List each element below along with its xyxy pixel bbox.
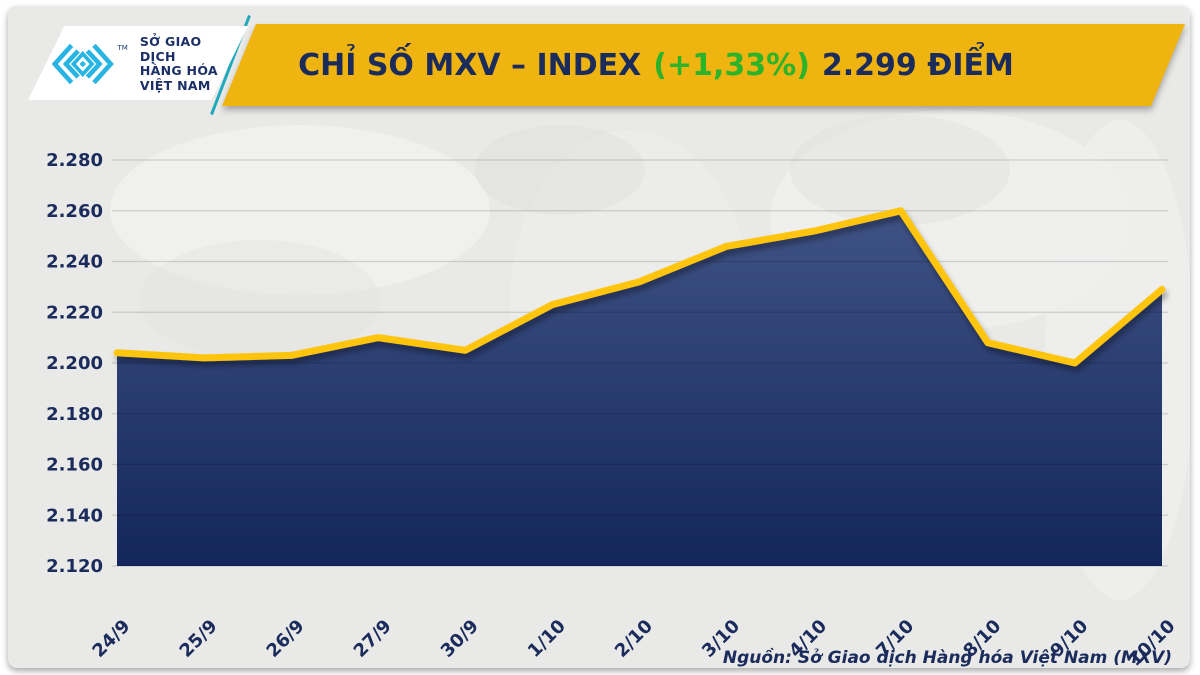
mxv-logo: TM SỞ GIAO DỊCH HÀNG HÓA VIỆT NAM xyxy=(52,34,238,93)
index-area-chart: 2.280 2.260 2.240 2.220 2.200 2.180 2.160 2.140… xyxy=(46,110,1190,668)
y-tick-label: 2.140 xyxy=(46,505,103,526)
x-tick-label: 1/10 xyxy=(524,616,570,662)
page-title: CHỈ SỐ MXV – INDEX (+1,33%) 2.299 ĐIỂM xyxy=(256,24,1056,106)
title-change-badge: (+1,33%) xyxy=(653,47,810,83)
x-tick-label: 24/9 xyxy=(88,616,134,662)
x-tick-label: 30/9 xyxy=(437,616,483,662)
world-map-watermark xyxy=(475,125,645,215)
title-main: CHỈ SỐ MXV – INDEX xyxy=(298,47,642,83)
y-tick-label: 2.240 xyxy=(46,252,103,273)
x-tick-label: 25/9 xyxy=(176,616,222,662)
y-tick-label: 2.280 xyxy=(46,150,103,171)
world-map-watermark xyxy=(110,125,490,295)
y-tick-label: 2.180 xyxy=(46,404,103,425)
index-line xyxy=(113,207,1166,367)
source-credit: Nguồn: Sở Giao dịch Hàng hóa Việt Nam (M… xyxy=(722,648,1172,668)
logo-line-1: SỞ GIAO DỊCH xyxy=(139,34,202,64)
world-map-watermark xyxy=(140,240,380,360)
y-tick-label: 2.220 xyxy=(46,302,103,323)
x-tick-label: 27/9 xyxy=(350,616,396,662)
y-tick-label: 2.160 xyxy=(46,455,103,476)
y-tick-label: 2.200 xyxy=(46,353,103,374)
mxv-chevron-diamond-icon xyxy=(52,43,114,85)
logo-line-3: VIỆT NAM xyxy=(139,77,211,93)
index-area-fill xyxy=(117,210,1162,567)
title-index-value: 2.299 ĐIỂM xyxy=(821,47,1014,83)
x-tick-label: 26/9 xyxy=(263,616,309,662)
x-tick-label: 2/10 xyxy=(611,616,657,662)
y-tick-label: 2.260 xyxy=(46,201,103,222)
chart-card: 2.280 2.260 2.240 2.220 2.200 2.180 2.160 2.140… xyxy=(8,6,1190,668)
trademark-symbol: TM xyxy=(117,44,128,52)
y-tick-label: 2.120 xyxy=(46,556,103,577)
logo-line-2: HÀNG HÓA xyxy=(139,63,218,78)
logo-wordmark: SỞ GIAO DỊCH HÀNG HÓA VIỆT NAM xyxy=(139,34,238,93)
world-map-watermark xyxy=(790,115,1010,225)
